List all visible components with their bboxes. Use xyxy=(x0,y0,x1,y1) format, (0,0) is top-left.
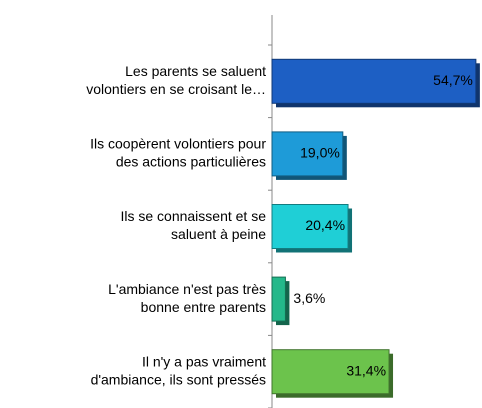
category-label: d'ambiance, ils sont pressés xyxy=(91,371,266,387)
category-label: saluent à peine xyxy=(171,226,266,242)
value-label: 31,4% xyxy=(346,362,386,378)
value-label: 54,7% xyxy=(433,72,473,88)
bar xyxy=(271,204,349,249)
category-label: Ils coopèrent volontiers pour xyxy=(90,136,266,152)
category-label: des actions particulières xyxy=(116,154,266,170)
category-label: Ils se connaissent et se xyxy=(120,208,266,224)
category-label: Il n'y a pas vraiment xyxy=(142,353,266,369)
bar xyxy=(271,276,286,322)
value-label: 20,4% xyxy=(305,217,345,233)
category-label: Les parents se saluent xyxy=(125,63,266,79)
category-label: bonne entre parents xyxy=(141,299,266,315)
category-label: L'ambiance n'est pas très xyxy=(108,281,266,297)
value-label: 3,6% xyxy=(293,290,325,306)
bar xyxy=(271,349,390,395)
bar xyxy=(271,58,477,104)
category-label: volontiers en se croisant le… xyxy=(86,81,266,97)
bar xyxy=(271,131,344,177)
value-label: 19,0% xyxy=(300,145,340,161)
